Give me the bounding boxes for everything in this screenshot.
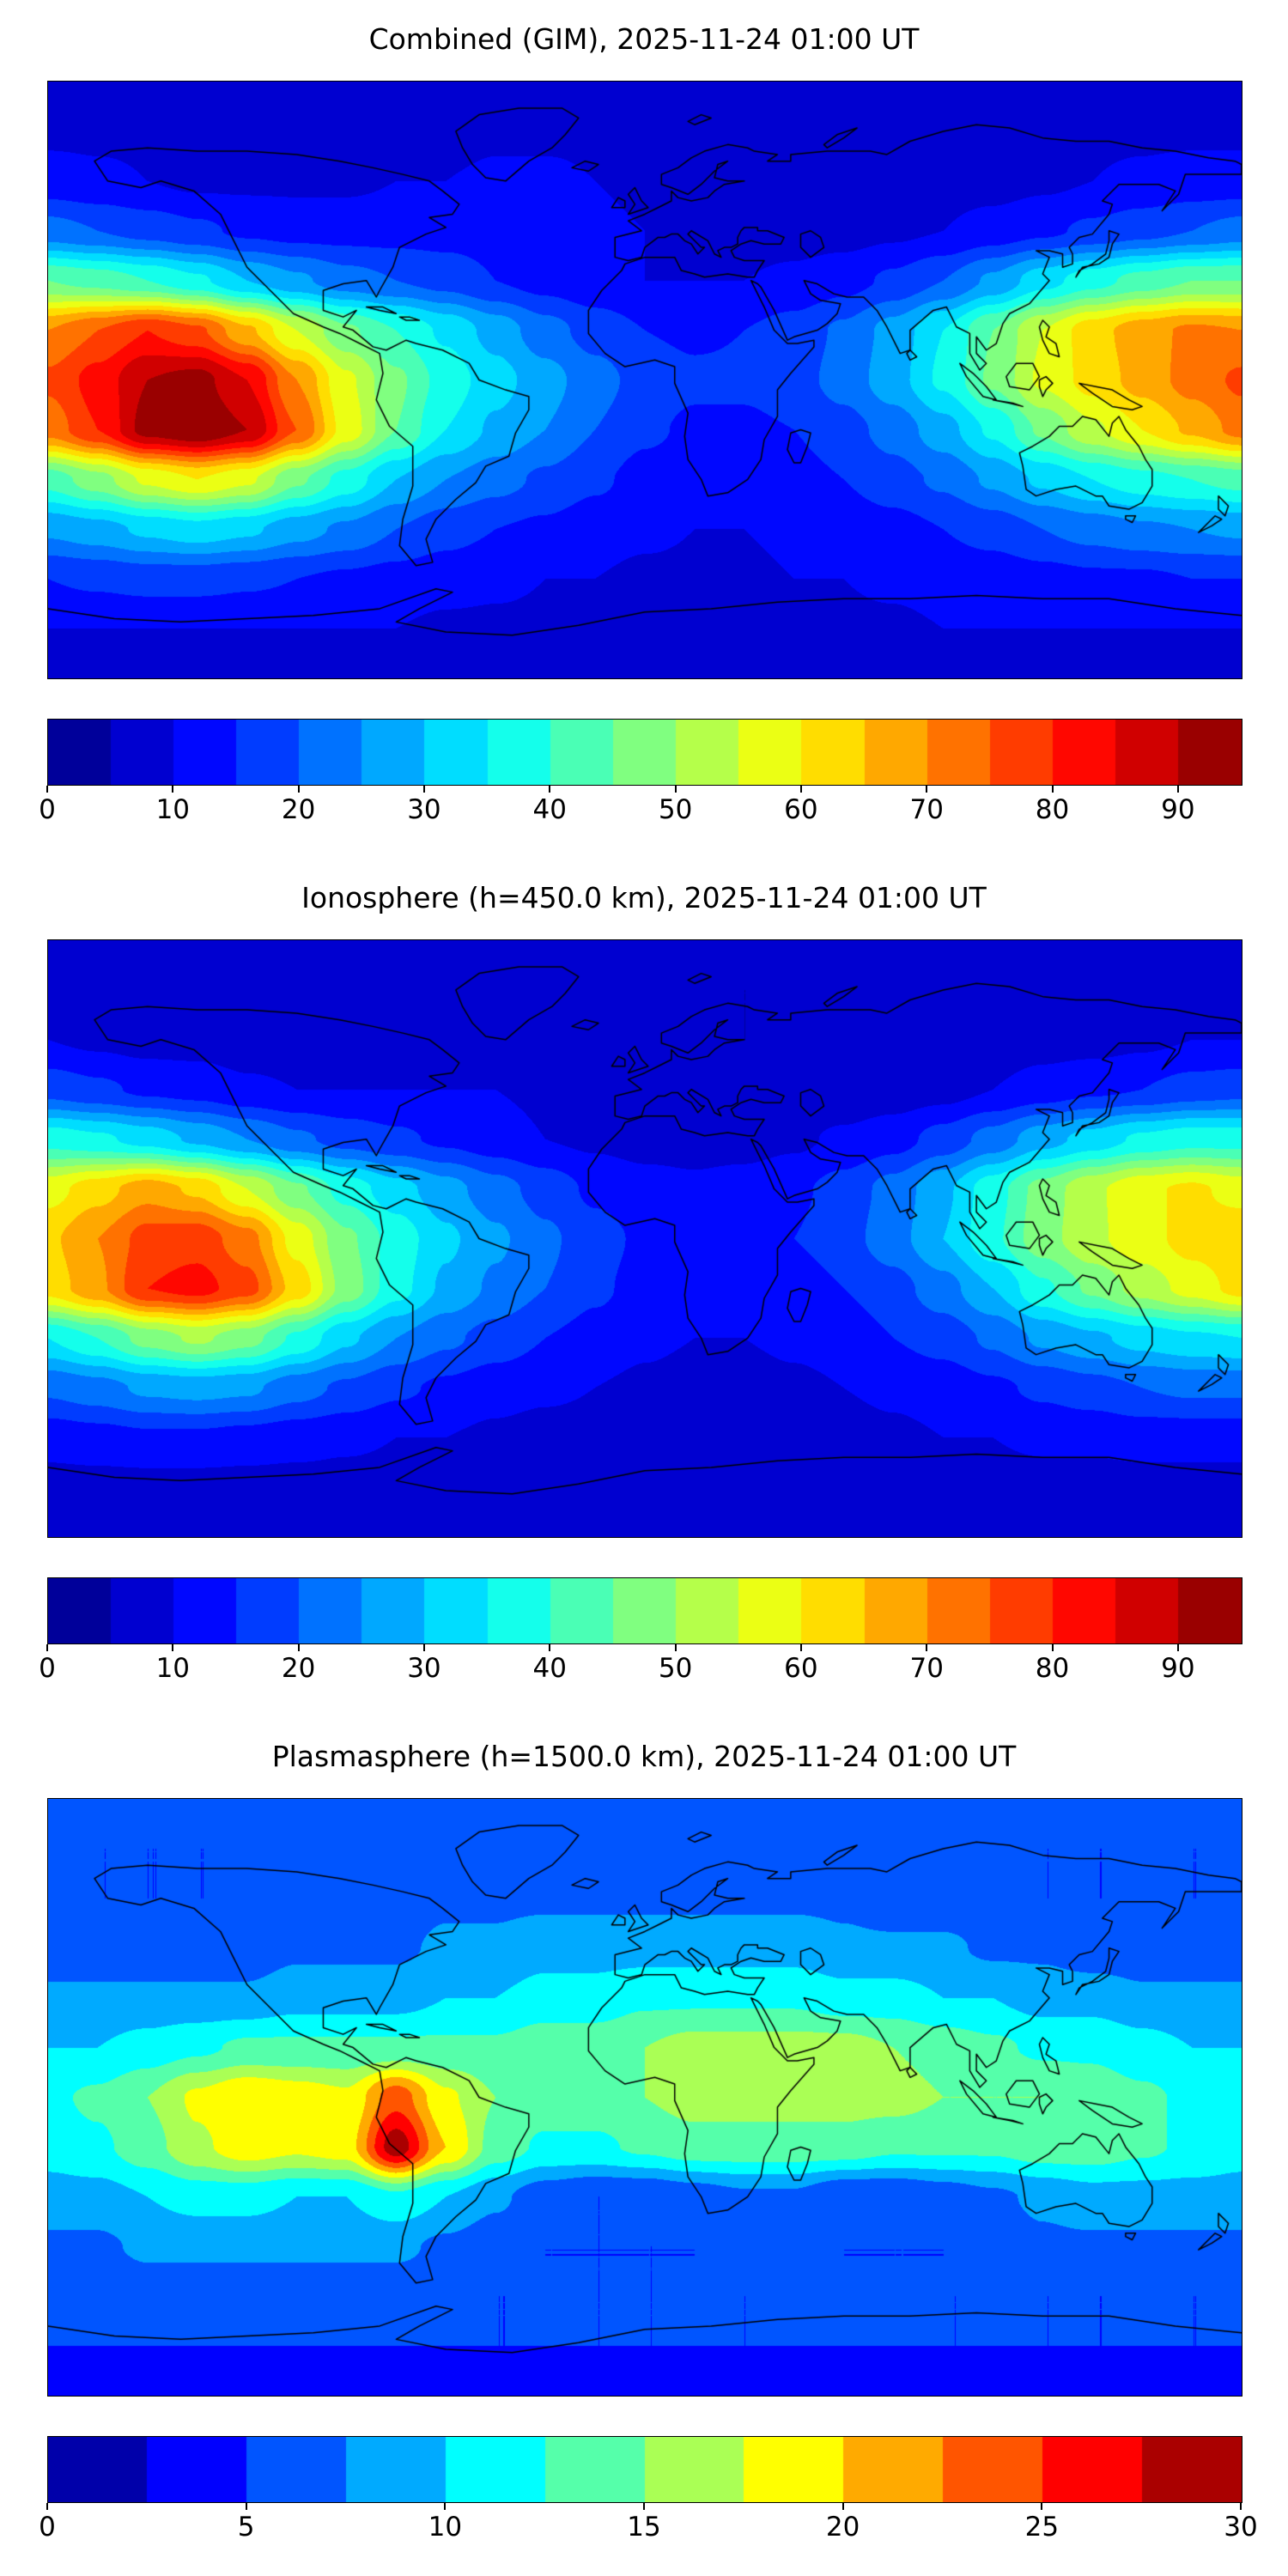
colorbar-tick-label: 10 bbox=[155, 794, 191, 825]
colorbar-tick-label: 50 bbox=[658, 1653, 693, 1684]
panel-plasmasphere: Plasmasphere (h=1500.0 km), 2025-11-24 0… bbox=[0, 1717, 1288, 2576]
colorbar-tick-mark bbox=[297, 1644, 300, 1651]
panel-title-combined: Combined (GIM), 2025-11-24 01:00 UT bbox=[368, 22, 920, 56]
colorbar-tick-mark bbox=[549, 1644, 551, 1651]
colorbar-tick-mark bbox=[549, 786, 551, 793]
colorbar-tick-label: 20 bbox=[281, 1653, 316, 1684]
colorbar-tick-label: 70 bbox=[909, 794, 944, 825]
colorbar-tick-mark bbox=[1041, 2503, 1043, 2510]
colorbar-tick-label: 0 bbox=[39, 1653, 56, 1684]
colorbar-plasmasphere bbox=[47, 2436, 1242, 2503]
colorbar-wrap-combined: 0 10 20 30 40 50 60 70 80 90 bbox=[39, 719, 1242, 829]
colorbar-tick-mark bbox=[1176, 786, 1179, 793]
colorbar-tick-label: 60 bbox=[784, 794, 818, 825]
colorbar-tick-label: 70 bbox=[909, 1653, 944, 1684]
colorbar-tick-label: 60 bbox=[784, 1653, 818, 1684]
colorbar-tick-label: 40 bbox=[532, 794, 567, 825]
colorbar-tick-label: 80 bbox=[1035, 1653, 1070, 1684]
panel-combined: Combined (GIM), 2025-11-24 01:00 UT 0 10 2… bbox=[0, 0, 1288, 859]
colorbar-tick-mark bbox=[841, 2503, 844, 2510]
colorbar-ticks-combined: 0 10 20 30 40 50 60 70 80 90 bbox=[39, 786, 1241, 829]
colorbar-tick-label: 5 bbox=[237, 2512, 255, 2543]
panel-title-ionosphere: Ionosphere (h=450.0 km), 2025-11-24 01:0… bbox=[301, 881, 987, 914]
colorbar-tick-mark bbox=[926, 786, 928, 793]
colorbar-tick-mark bbox=[172, 786, 174, 793]
colorbar-tick-mark bbox=[46, 786, 48, 793]
colorbar-tick-label: 30 bbox=[407, 794, 441, 825]
colorbar-tick-mark bbox=[245, 2503, 247, 2510]
colorbar-tick-mark bbox=[674, 786, 677, 793]
colorbar-tick-label: 20 bbox=[281, 794, 316, 825]
colorbar-wrap-plasmasphere: 0 5 10 15 20 25 30 bbox=[39, 2436, 1258, 2546]
tec-map-ionosphere bbox=[47, 939, 1242, 1538]
map-frame-combined bbox=[47, 81, 1242, 679]
colorbar-tick-mark bbox=[1240, 2503, 1242, 2510]
panel-ionosphere: Ionosphere (h=450.0 km), 2025-11-24 01:0… bbox=[0, 859, 1288, 1717]
colorbar-combined bbox=[47, 719, 1242, 786]
colorbar-tick-label: 30 bbox=[1224, 2512, 1258, 2543]
colorbar-tick-mark bbox=[1051, 1644, 1054, 1651]
map-frame-plasmasphere bbox=[47, 1798, 1242, 2397]
colorbar-tick-mark bbox=[1176, 1644, 1179, 1651]
colorbar-wrap-ionosphere: 0 10 20 30 40 50 60 70 80 90 bbox=[39, 1577, 1242, 1687]
colorbar-tick-label: 90 bbox=[1161, 1653, 1195, 1684]
colorbar-tick-label: 80 bbox=[1035, 794, 1070, 825]
map-frame-ionosphere bbox=[47, 939, 1242, 1538]
panel-title-plasmasphere: Plasmasphere (h=1500.0 km), 2025-11-24 0… bbox=[271, 1740, 1017, 1773]
colorbar-tick-label: 20 bbox=[825, 2512, 860, 2543]
colorbar-tick-label: 10 bbox=[155, 1653, 191, 1684]
colorbar-tick-mark bbox=[297, 786, 300, 793]
colorbar-tick-label: 25 bbox=[1024, 2512, 1060, 2543]
colorbar-tick-label: 10 bbox=[428, 2512, 463, 2543]
colorbar-tick-mark bbox=[799, 1644, 802, 1651]
colorbar-tick-mark bbox=[444, 2503, 447, 2510]
colorbar-tick-mark bbox=[1051, 786, 1054, 793]
colorbar-tick-label: 15 bbox=[627, 2512, 661, 2543]
colorbar-ticks-plasmasphere: 0 5 10 15 20 25 30 bbox=[39, 2503, 1258, 2546]
colorbar-tick-mark bbox=[643, 2503, 645, 2510]
colorbar-tick-label: 40 bbox=[532, 1653, 567, 1684]
colorbar-tick-mark bbox=[799, 786, 802, 793]
colorbar-ticks-ionosphere: 0 10 20 30 40 50 60 70 80 90 bbox=[39, 1644, 1241, 1687]
colorbar-tick-mark bbox=[422, 786, 425, 793]
colorbar-tick-label: 50 bbox=[658, 794, 693, 825]
colorbar-tick-label: 30 bbox=[407, 1653, 441, 1684]
colorbar-ionosphere bbox=[47, 1577, 1242, 1644]
colorbar-tick-mark bbox=[674, 1644, 677, 1651]
tec-map-combined bbox=[47, 81, 1242, 679]
colorbar-tick-mark bbox=[926, 1644, 928, 1651]
colorbar-tick-mark bbox=[422, 1644, 425, 1651]
colorbar-tick-label: 0 bbox=[39, 2512, 56, 2543]
colorbar-tick-mark bbox=[46, 2503, 48, 2510]
colorbar-tick-label: 90 bbox=[1161, 794, 1195, 825]
colorbar-tick-mark bbox=[46, 1644, 48, 1651]
colorbar-tick-label: 0 bbox=[39, 794, 56, 825]
colorbar-tick-mark bbox=[172, 1644, 174, 1651]
tec-map-plasmasphere bbox=[47, 1798, 1242, 2397]
